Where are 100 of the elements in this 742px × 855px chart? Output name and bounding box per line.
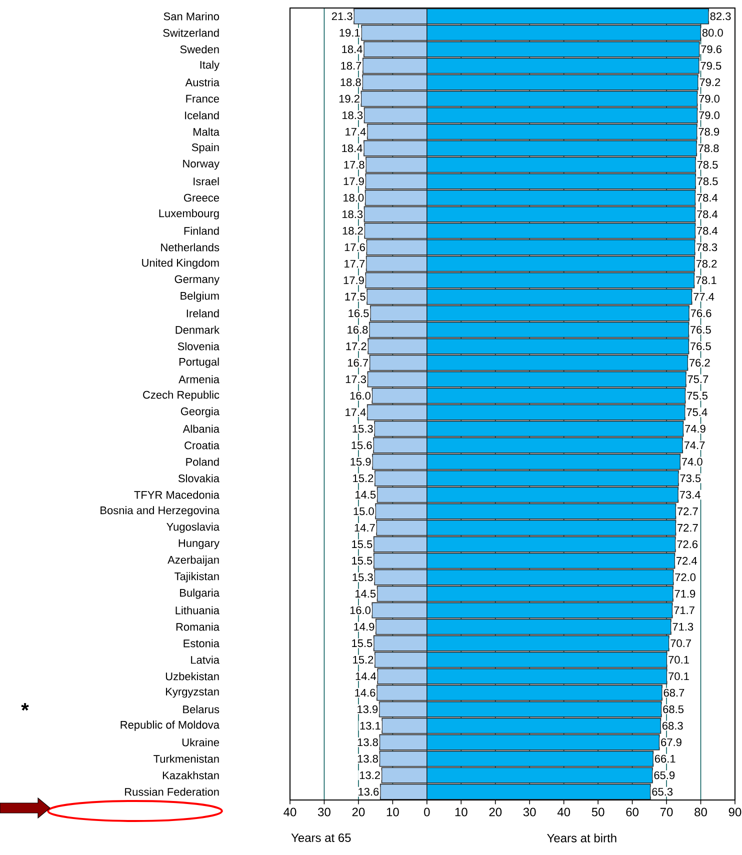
y-tick-label: Iceland (185, 111, 219, 120)
y-tick-label: Norway (183, 160, 220, 170)
data-label: 75.5 (687, 392, 708, 400)
data-label: 72.6 (677, 540, 698, 548)
data-label: 14.5 (356, 490, 376, 499)
y-tick-label: Italy (200, 60, 220, 71)
data-label: 18.0 (344, 194, 364, 202)
data-label: 73.5 (680, 474, 701, 482)
data-label: 14.9 (354, 622, 374, 631)
data-label: 18.3 (342, 210, 363, 218)
data-label: 19.1 (340, 28, 360, 37)
x-tick-label: 10 (386, 808, 399, 816)
x-axis-title: Years at birth (547, 834, 616, 842)
data-label: 14.6 (355, 688, 376, 697)
data-label: 13.8 (358, 754, 378, 763)
data-label: 18.3 (342, 111, 363, 120)
data-label: 16.0 (350, 392, 371, 400)
data-label: 78.4 (697, 210, 718, 218)
data-label: 17.9 (344, 276, 364, 284)
data-label: 18.4 (342, 144, 362, 152)
y-tick-label: Slovakia (178, 474, 220, 482)
x-tick-label: 0 (424, 808, 430, 816)
data-label: 18.2 (342, 226, 363, 235)
data-label: 14.5 (356, 590, 376, 598)
data-label: 17.4 (346, 408, 366, 416)
data-label: 16.8 (348, 326, 368, 334)
x-tick-label: 40 (557, 808, 570, 816)
data-label: 76.5 (690, 342, 711, 350)
data-label: 19.2 (339, 94, 360, 103)
x-tick-label: 70 (660, 808, 673, 816)
data-label: 15.5 (352, 556, 372, 565)
y-tick-label: Bulgaria (180, 588, 220, 599)
data-label: 17.5 (345, 292, 366, 301)
data-label: 78.5 (697, 177, 718, 186)
y-tick-label: Finland (184, 226, 219, 235)
data-label: 72.0 (675, 573, 696, 582)
data-label: 80.0 (702, 28, 723, 37)
y-tick-label: Ukraine (182, 738, 220, 746)
data-label: 65.3 (652, 788, 673, 796)
y-tick-label: Armenia (178, 375, 220, 384)
y-tick-label: Czech Republic (143, 390, 220, 401)
data-label: 78.1 (696, 276, 716, 284)
y-tick-label: Slovenia (178, 342, 220, 350)
data-label: 75.4 (686, 408, 708, 416)
y-tick-label: Albania (182, 424, 220, 433)
data-label: 76.2 (690, 358, 710, 367)
data-label: 71.9 (674, 590, 696, 598)
data-label: 15.6 (352, 441, 372, 450)
y-tick-label: Switzerland (163, 28, 219, 37)
y-tick-label: Poland (186, 458, 219, 466)
y-tick-label: Malta (194, 128, 220, 136)
data-label: 17.8 (344, 160, 364, 169)
y-tick-label: Georgia (180, 407, 220, 418)
y-tick-label: United Kingdom (142, 258, 219, 269)
x-tick-label: 90 (728, 808, 742, 816)
data-label: 74.7 (684, 441, 705, 450)
data-label: 74.9 (685, 424, 706, 433)
data-label: 70.7 (670, 639, 691, 648)
data-label: 17.7 (344, 260, 365, 268)
data-label: 70.1 (668, 672, 689, 680)
y-tick-label: Estonia (184, 639, 220, 648)
y-tick-label: Kazakhstan (162, 771, 219, 780)
data-label: 71.7 (674, 606, 694, 614)
y-tick-label: Lithuania (176, 606, 220, 614)
data-label: 16.0 (350, 606, 371, 614)
x-tick-label: 30 (523, 808, 536, 816)
x-tick-label: 60 (626, 808, 638, 816)
data-label: 15.5 (352, 639, 372, 648)
data-label: 68.7 (664, 688, 684, 697)
data-label: 79.5 (700, 62, 722, 70)
data-label: 18.7 (341, 62, 362, 70)
y-tick-label: Sweden (180, 45, 219, 54)
data-label: 67.9 (661, 738, 682, 746)
text: * (21, 703, 29, 711)
data-label: 17.4 (346, 128, 366, 136)
data-label: 78.5 (697, 160, 718, 169)
y-tick-label: Belgium (180, 292, 219, 302)
data-label: 15.3 (352, 573, 373, 582)
y-tick-label: Netherlands (161, 243, 220, 252)
data-label: 79.6 (701, 45, 722, 54)
y-tick-label: Denmark (176, 326, 220, 334)
data-label: 15.5 (352, 540, 372, 548)
data-label: 79.0 (699, 94, 720, 103)
data-label: 16.5 (348, 309, 369, 318)
y-tick-label: Azerbaijan (168, 556, 219, 566)
y-tick-label: TFYR Macedonia (134, 490, 220, 499)
data-label: 76.6 (690, 309, 712, 318)
y-tick-label: Uzbekistan (166, 672, 219, 680)
data-label: 14.4 (356, 672, 376, 680)
y-tick-label: Austria (185, 78, 220, 86)
data-label: 78.9 (698, 128, 720, 136)
data-label: 79.0 (699, 111, 720, 120)
data-label: 82.3 (710, 12, 731, 20)
y-tick-label: Israel (194, 177, 219, 186)
y-tick-label: Kyrgyzstan (166, 688, 219, 698)
data-label: 66.1 (654, 754, 676, 763)
data-label: 75.7 (688, 375, 708, 384)
data-label: 15.3 (352, 424, 373, 433)
data-label: 13.8 (358, 738, 378, 746)
data-label: 17.2 (346, 342, 366, 350)
